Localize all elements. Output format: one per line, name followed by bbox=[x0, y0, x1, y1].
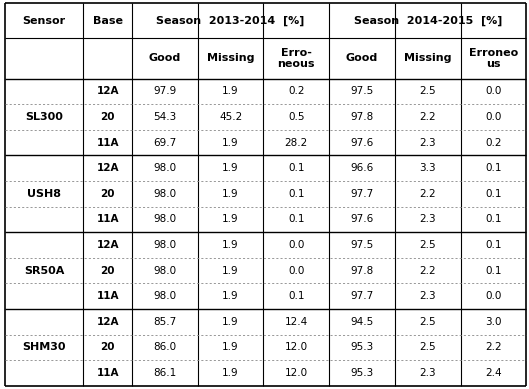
Text: 95.3: 95.3 bbox=[350, 368, 373, 378]
Text: 0.1: 0.1 bbox=[485, 240, 501, 250]
Text: Missing: Missing bbox=[207, 53, 254, 63]
Text: 97.9: 97.9 bbox=[153, 86, 177, 96]
Text: 0.0: 0.0 bbox=[485, 112, 501, 122]
Text: 97.6: 97.6 bbox=[350, 214, 373, 224]
Text: 98.0: 98.0 bbox=[153, 240, 177, 250]
Text: 2.3: 2.3 bbox=[419, 291, 436, 301]
Text: 12.4: 12.4 bbox=[285, 317, 308, 327]
Text: 1.9: 1.9 bbox=[222, 138, 239, 147]
Text: 12.0: 12.0 bbox=[285, 368, 308, 378]
Text: USH8: USH8 bbox=[28, 189, 61, 199]
Text: Season  2014-2015  [%]: Season 2014-2015 [%] bbox=[353, 16, 502, 26]
Text: 94.5: 94.5 bbox=[350, 317, 373, 327]
Text: 2.5: 2.5 bbox=[419, 240, 436, 250]
Text: 97.5: 97.5 bbox=[350, 240, 373, 250]
Text: 0.1: 0.1 bbox=[485, 266, 501, 276]
Text: 0.0: 0.0 bbox=[288, 266, 305, 276]
Text: 20: 20 bbox=[101, 342, 115, 352]
Text: 2.2: 2.2 bbox=[419, 189, 436, 199]
Text: 12A: 12A bbox=[96, 317, 119, 327]
Text: 11A: 11A bbox=[96, 214, 119, 224]
Text: SHM30: SHM30 bbox=[23, 342, 66, 352]
Text: 1.9: 1.9 bbox=[222, 291, 239, 301]
Text: 1.9: 1.9 bbox=[222, 317, 239, 327]
Text: 3.3: 3.3 bbox=[419, 163, 436, 173]
Text: 20: 20 bbox=[101, 189, 115, 199]
Text: 0.5: 0.5 bbox=[288, 112, 305, 122]
Text: 0.1: 0.1 bbox=[288, 291, 305, 301]
Text: 12A: 12A bbox=[96, 240, 119, 250]
Text: 98.0: 98.0 bbox=[153, 163, 177, 173]
Text: 86.0: 86.0 bbox=[153, 342, 177, 352]
Text: 2.3: 2.3 bbox=[419, 214, 436, 224]
Text: 12A: 12A bbox=[96, 163, 119, 173]
Text: Good: Good bbox=[149, 53, 181, 63]
Text: 2.5: 2.5 bbox=[419, 342, 436, 352]
Text: 97.6: 97.6 bbox=[350, 138, 373, 147]
Text: 1.9: 1.9 bbox=[222, 214, 239, 224]
Text: SL300: SL300 bbox=[25, 112, 63, 122]
Text: 98.0: 98.0 bbox=[153, 291, 177, 301]
Text: 0.0: 0.0 bbox=[288, 240, 305, 250]
Text: 1.9: 1.9 bbox=[222, 163, 239, 173]
Text: 2.2: 2.2 bbox=[419, 112, 436, 122]
Text: Sensor: Sensor bbox=[23, 16, 66, 26]
Text: 12.0: 12.0 bbox=[285, 342, 308, 352]
Text: 2.5: 2.5 bbox=[419, 317, 436, 327]
Text: 0.1: 0.1 bbox=[288, 189, 305, 199]
Text: 69.7: 69.7 bbox=[153, 138, 177, 147]
Text: Erroneo
us: Erroneo us bbox=[469, 48, 518, 69]
Text: 2.2: 2.2 bbox=[419, 266, 436, 276]
Text: 0.0: 0.0 bbox=[485, 291, 501, 301]
Text: 45.2: 45.2 bbox=[219, 112, 242, 122]
Text: 86.1: 86.1 bbox=[153, 368, 177, 378]
Text: 20: 20 bbox=[101, 266, 115, 276]
Text: 85.7: 85.7 bbox=[153, 317, 177, 327]
Text: 28.2: 28.2 bbox=[285, 138, 308, 147]
Text: Good: Good bbox=[346, 53, 378, 63]
Text: 1.9: 1.9 bbox=[222, 368, 239, 378]
Text: 1.9: 1.9 bbox=[222, 240, 239, 250]
Text: 95.3: 95.3 bbox=[350, 342, 373, 352]
Text: 96.6: 96.6 bbox=[350, 163, 373, 173]
Text: 98.0: 98.0 bbox=[153, 214, 177, 224]
Text: Erro-
neous: Erro- neous bbox=[278, 48, 315, 69]
Text: 98.0: 98.0 bbox=[153, 266, 177, 276]
Text: 97.7: 97.7 bbox=[350, 189, 373, 199]
Text: 0.1: 0.1 bbox=[485, 214, 501, 224]
Text: 11A: 11A bbox=[96, 368, 119, 378]
Text: 97.8: 97.8 bbox=[350, 266, 373, 276]
Text: Base: Base bbox=[93, 16, 123, 26]
Text: 54.3: 54.3 bbox=[153, 112, 177, 122]
Text: 2.3: 2.3 bbox=[419, 368, 436, 378]
Text: 0.1: 0.1 bbox=[288, 163, 305, 173]
Text: 2.3: 2.3 bbox=[419, 138, 436, 147]
Text: 0.1: 0.1 bbox=[485, 163, 501, 173]
Text: 2.5: 2.5 bbox=[419, 86, 436, 96]
Text: 1.9: 1.9 bbox=[222, 266, 239, 276]
Text: 97.5: 97.5 bbox=[350, 86, 373, 96]
Text: 0.1: 0.1 bbox=[288, 214, 305, 224]
Text: Season  2013-2014  [%]: Season 2013-2014 [%] bbox=[157, 16, 305, 26]
Text: 97.8: 97.8 bbox=[350, 112, 373, 122]
Text: 2.2: 2.2 bbox=[485, 342, 502, 352]
Text: 98.0: 98.0 bbox=[153, 189, 177, 199]
Text: 11A: 11A bbox=[96, 138, 119, 147]
Text: Missing: Missing bbox=[404, 53, 452, 63]
Text: SR50A: SR50A bbox=[24, 266, 65, 276]
Text: 2.4: 2.4 bbox=[485, 368, 502, 378]
Text: 1.9: 1.9 bbox=[222, 189, 239, 199]
Text: 20: 20 bbox=[101, 112, 115, 122]
Text: 97.7: 97.7 bbox=[350, 291, 373, 301]
Text: 0.1: 0.1 bbox=[485, 189, 501, 199]
Text: 1.9: 1.9 bbox=[222, 342, 239, 352]
Text: 3.0: 3.0 bbox=[485, 317, 501, 327]
Text: 1.9: 1.9 bbox=[222, 86, 239, 96]
Text: 11A: 11A bbox=[96, 291, 119, 301]
Text: 0.2: 0.2 bbox=[485, 138, 501, 147]
Text: 0.2: 0.2 bbox=[288, 86, 305, 96]
Text: 0.0: 0.0 bbox=[485, 86, 501, 96]
Text: 12A: 12A bbox=[96, 86, 119, 96]
